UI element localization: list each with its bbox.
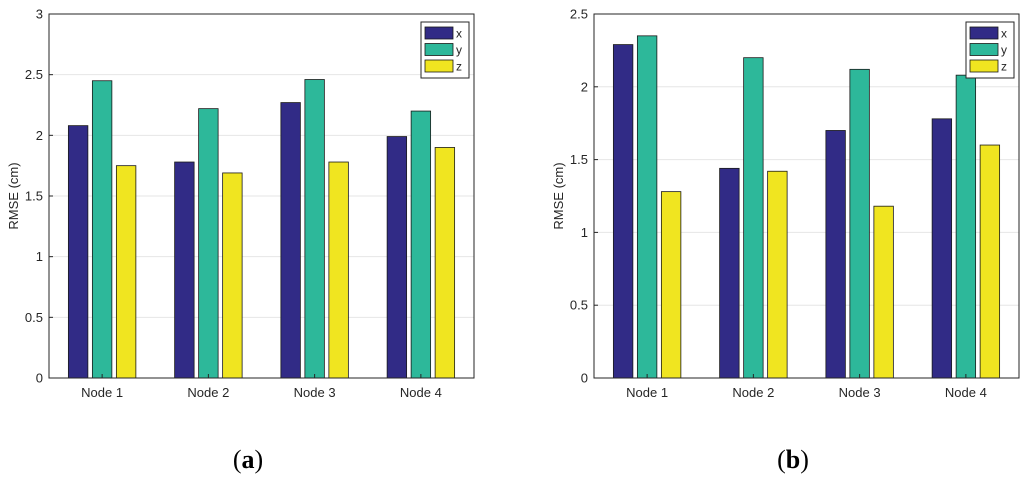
bar-x-node3 — [280, 102, 301, 379]
bar-x-node1 — [67, 125, 89, 379]
legend-label-y: y — [1001, 43, 1007, 57]
y-tick-label: 0.5 — [25, 310, 43, 325]
y-tick-label: 1.5 — [25, 189, 43, 204]
bar-y-node1 — [91, 80, 113, 379]
legend-swatch-z — [424, 59, 454, 73]
y-tick-label: 2.5 — [570, 7, 588, 22]
bar-x-node4 — [386, 136, 408, 379]
x-tick-label: Node 3 — [294, 385, 336, 400]
y-tick-label: 1.5 — [570, 152, 588, 167]
x-tick-label: Node 4 — [945, 385, 987, 400]
bar-z-node2 — [767, 170, 788, 379]
bar-z-node4 — [434, 147, 456, 379]
y-tick-label: 0.5 — [570, 298, 588, 313]
axes-box — [593, 13, 1020, 379]
legend-label-z: z — [1001, 60, 1007, 74]
x-tick-label: Node 1 — [626, 385, 668, 400]
bar-y-node4 — [410, 110, 432, 379]
x-tick-label: Node 2 — [187, 385, 229, 400]
bar-z-node2 — [222, 172, 243, 379]
legend-swatch-y — [424, 43, 454, 56]
bar-x-node2 — [719, 167, 740, 379]
legend-label-z: z — [456, 60, 462, 74]
x-tick-label: Node 3 — [839, 385, 881, 400]
bar-y-node2 — [743, 57, 764, 379]
y-tick-label: 2 — [36, 128, 43, 143]
chart-a: Node 1 Node 2 Node 3 Node 4 0 0.5 1 1.5 2 2.5 3 RMS… — [6, 7, 475, 400]
bar-z-node4 — [979, 144, 1001, 379]
bar-y-node2 — [198, 108, 219, 379]
bar-y-node4 — [955, 74, 977, 379]
chart-b: Node 1 Node 2 Node 3 Node 4 0 0.5 1 1.5 2 2.5 RMSE… — [551, 7, 1020, 400]
legend-label-y: y — [456, 43, 462, 57]
panel-label-b: (b) — [777, 445, 809, 474]
x-tick-label: Node 1 — [81, 385, 123, 400]
bar-x-node1 — [612, 44, 634, 379]
bar-y-node3 — [304, 79, 325, 379]
y-tick-label: 0 — [36, 371, 43, 386]
bar-z-node3 — [328, 161, 349, 379]
bar-x-node2 — [174, 161, 195, 379]
bar-x-node3 — [825, 130, 846, 379]
legend-swatch-x — [424, 26, 454, 40]
bar-y-node1 — [636, 35, 658, 379]
legend-label-x: x — [456, 27, 462, 41]
x-tick-label: Node 2 — [732, 385, 774, 400]
bar-y-node3 — [849, 68, 870, 379]
x-tick-label: Node 4 — [400, 385, 442, 400]
bar-z-node3 — [873, 205, 894, 379]
y-tick-label: 3 — [36, 7, 43, 22]
bar-z-node1 — [660, 191, 682, 379]
bar-z-node1 — [115, 165, 137, 379]
y-tick-label: 0 — [581, 371, 588, 386]
y-tick-label: 1 — [581, 225, 588, 240]
y-tick-label: 2.5 — [25, 67, 43, 82]
bar-x-node4 — [931, 118, 953, 379]
y-tick-label: 1 — [36, 249, 43, 264]
legend-swatch-y — [969, 43, 999, 56]
legend-swatch-z — [969, 59, 999, 73]
y-axis-label: RMSE (cm) — [6, 162, 21, 229]
y-axis-label: RMSE (cm) — [551, 162, 566, 229]
legend-label-x: x — [1001, 27, 1007, 41]
legend-swatch-x — [969, 26, 999, 40]
panel-label-a: (a) — [233, 445, 263, 474]
y-tick-label: 2 — [581, 79, 588, 94]
